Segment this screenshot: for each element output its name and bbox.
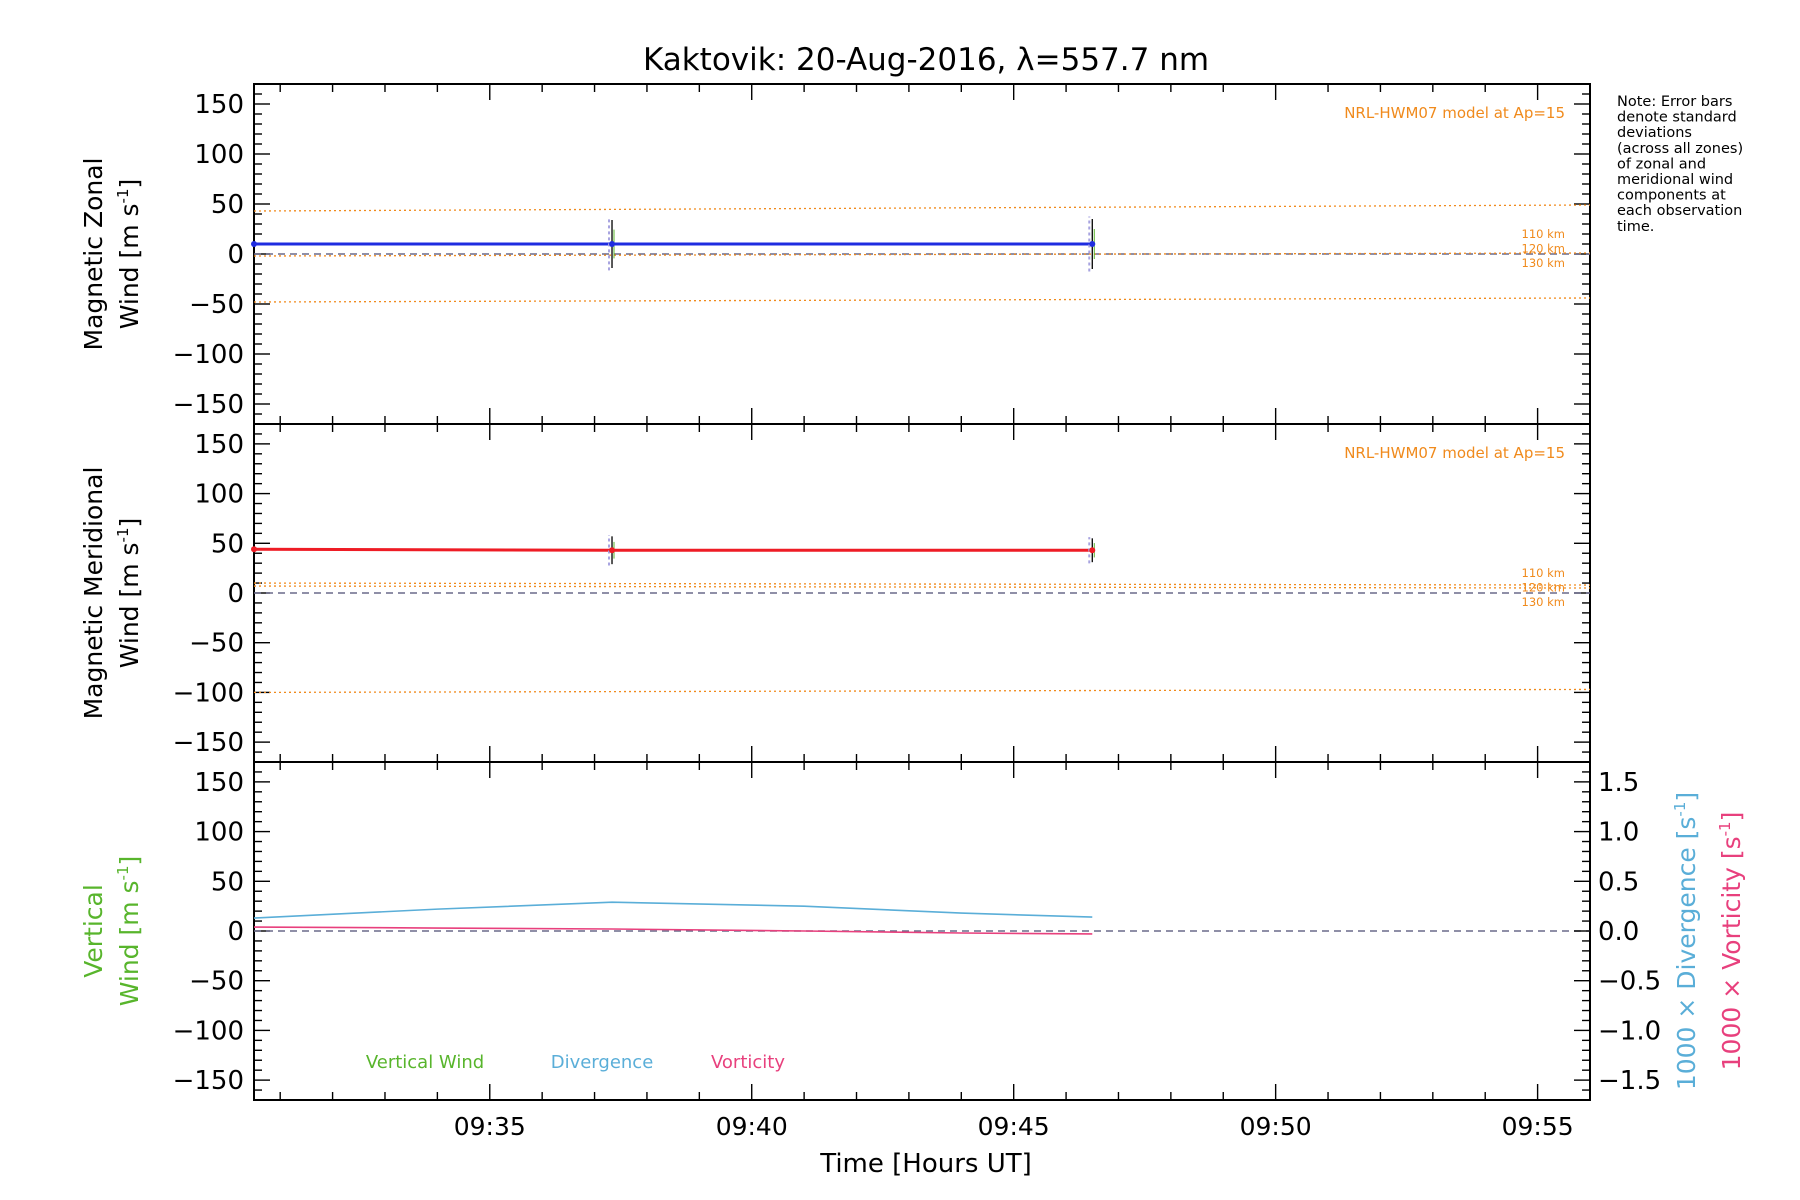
model-altitude-label: 120 km	[1522, 242, 1565, 256]
y-axis-label-vertical: Vertical	[79, 884, 108, 978]
plot-frame-vertical	[253, 761, 1591, 1101]
x-tick-label: 09:40	[716, 1112, 788, 1141]
y-tick-label-zonal: 150	[194, 90, 244, 120]
note-text: Note: Error bars denote standard deviation…	[1617, 94, 1743, 235]
right-y-tick-label: −1.5	[1598, 1066, 1661, 1096]
meridional-data-point	[251, 546, 257, 553]
zonal-data-point	[1089, 241, 1096, 247]
y-tick-label-meridional: 100	[194, 480, 244, 510]
y-tick-label-meridional: −100	[173, 678, 244, 708]
x-tick-labels: 09:35 09:40 09:45 09:50 09:55	[454, 1112, 1574, 1141]
y-tick-label-zonal: −50	[189, 290, 244, 320]
zonal-data-point	[609, 241, 616, 247]
chart-title: Kaktovik: 20-Aug-2016, λ=557.7 nm	[643, 42, 1209, 78]
y-tick-label-vertical: −150	[173, 1066, 244, 1096]
vorticity-axis-label: 1000 × Vorticity [s-1]	[1716, 812, 1746, 1071]
y-axis-label2-meridional: Wind [m s-1]	[114, 518, 144, 669]
panel-meridional: 150 100 50 0 −50 −100 −150 Magnetic Meridional W…	[79, 423, 1591, 763]
y-tick-label-zonal: 100	[194, 140, 244, 170]
meridional-data-point	[609, 547, 616, 554]
right-y-tick-label: −1.0	[1598, 1016, 1661, 1046]
model-altitude-label: 130 km	[1522, 595, 1565, 609]
x-tick-label: 09:35	[454, 1112, 526, 1141]
y-tick-label-meridional: 150	[194, 430, 244, 460]
y-axis-label2-vertical: Wind [m s-1]	[114, 856, 144, 1007]
model-label-meridional: NRL-HWM07 model at Ap=15	[1344, 444, 1565, 462]
x-tick-label: 09:50	[1240, 1112, 1312, 1141]
meridional-wind-line	[253, 547, 1093, 552]
y-tick-label-vertical: −100	[173, 1016, 244, 1046]
divergence-line	[253, 901, 1093, 919]
y-tick-label-meridional: 0	[227, 579, 244, 609]
y-tick-label-zonal: 50	[211, 190, 244, 220]
y-axis-label-meridional: Magnetic Meridional	[79, 467, 108, 720]
y-tick-label-zonal: −150	[173, 390, 244, 420]
y-tick-label-zonal: 0	[227, 240, 244, 270]
note-paragraph: Note: Error bars denote standard deviation…	[1617, 94, 1743, 235]
right-y-tick-label: 1.0	[1598, 818, 1639, 848]
x-tick-label: 09:45	[978, 1112, 1050, 1141]
y-tick-label-vertical: 100	[194, 818, 244, 848]
model-label-zonal: NRL-HWM07 model at Ap=15	[1344, 104, 1565, 122]
model-altitude-label: 110 km	[1522, 566, 1565, 580]
right-y-tick-label: 0.5	[1598, 867, 1639, 897]
plot-frame-meridional	[253, 423, 1591, 763]
y-tick-label-meridional: −150	[173, 728, 244, 758]
model-line-zonal	[253, 204, 1591, 212]
legend-item: Vorticity	[711, 1052, 785, 1073]
panel-vertical: 150 100 50 0 −50 −100 −150 Vertical Wind [m s-1]…	[79, 761, 1746, 1101]
y-tick-label-meridional: 50	[211, 529, 244, 559]
right-y-tick-label: −0.5	[1598, 967, 1661, 997]
model-altitude-label: 120 km	[1522, 581, 1565, 595]
model-altitude-label: 130 km	[1522, 256, 1565, 270]
x-axis-label: Time [Hours UT]	[819, 1149, 1032, 1179]
zonal-data-point	[251, 241, 257, 247]
model-line-meridional	[253, 582, 1591, 586]
divergence-axis-label: 1000 × Divergence [s-1]	[1671, 792, 1701, 1090]
vorticity-line	[253, 926, 1093, 935]
model-line-zonal	[253, 297, 1591, 303]
right-y-tick-label: 0.0	[1598, 917, 1639, 947]
right-y-tick-label: 1.5	[1598, 768, 1639, 798]
x-tick-label: 09:55	[1502, 1112, 1574, 1141]
y-tick-label-vertical: 150	[194, 768, 244, 798]
model-line-zonal	[253, 252, 1591, 257]
y-tick-label-vertical: 0	[227, 917, 244, 947]
model-altitude-label: 110 km	[1522, 227, 1565, 241]
y-tick-label-vertical: 50	[211, 867, 244, 897]
panel-zonal: 150 100 50 0 −50 −100 −150 Magnetic Zonal Wind […	[79, 83, 1591, 425]
legend-item: Vertical Wind	[366, 1052, 484, 1073]
y-tick-label-vertical: −50	[189, 967, 244, 997]
y-tick-label-zonal: −100	[173, 340, 244, 370]
model-line-meridional	[253, 688, 1591, 694]
y-axis-label2-zonal: Wind [m s-1]	[114, 179, 144, 330]
model-line-meridional	[253, 585, 1591, 589]
y-axis-label-zonal: Magnetic Zonal	[79, 158, 108, 351]
meridional-data-point	[1089, 547, 1096, 554]
legend-item: Divergence	[551, 1052, 654, 1073]
y-tick-label-meridional: −50	[189, 629, 244, 659]
